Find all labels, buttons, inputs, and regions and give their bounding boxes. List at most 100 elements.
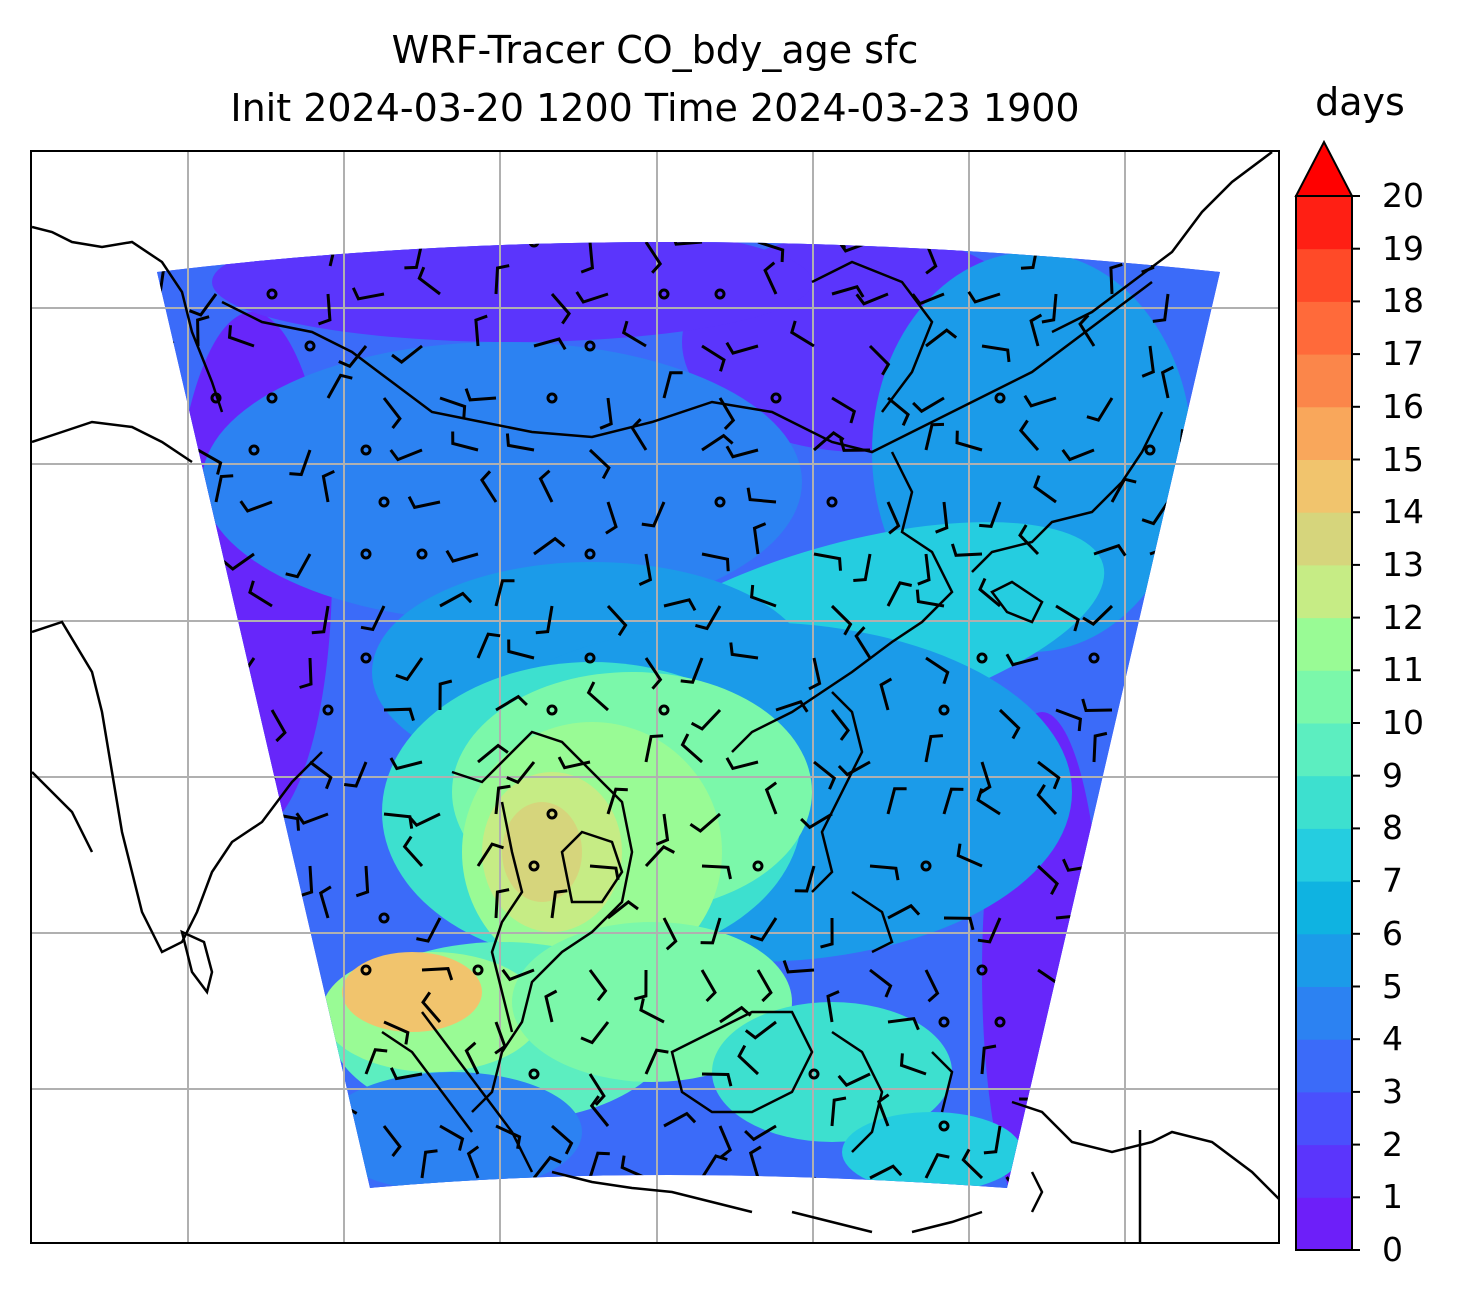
wind-barb bbox=[718, 397, 736, 430]
wind-barb bbox=[695, 605, 722, 631]
wind-barb bbox=[344, 761, 368, 788]
wind-barb bbox=[416, 917, 442, 943]
wind-barb bbox=[744, 1124, 777, 1142]
wind-barb bbox=[1069, 969, 1096, 995]
wind-barb bbox=[389, 757, 423, 771]
wind-barb bbox=[466, 1145, 480, 1179]
wind-barb bbox=[606, 604, 628, 637]
wind-barb bbox=[589, 864, 620, 881]
wind-barb bbox=[389, 448, 423, 462]
wind-barb bbox=[775, 700, 809, 713]
wind-barb bbox=[1224, 710, 1246, 735]
wind-barb bbox=[680, 733, 703, 764]
wind-barb bbox=[1166, 1125, 1181, 1159]
wind-barb bbox=[1224, 486, 1254, 502]
calm-wind-marker bbox=[378, 912, 390, 924]
wind-barb bbox=[950, 543, 983, 557]
wind-barb bbox=[494, 888, 510, 919]
wind-barb bbox=[757, 242, 785, 263]
wind-barb bbox=[1191, 603, 1220, 616]
wind-barb bbox=[887, 903, 921, 920]
calm-wind-marker bbox=[808, 1068, 820, 1080]
wind-barb bbox=[382, 397, 402, 430]
calm-wind-marker bbox=[714, 288, 726, 300]
wind-barb bbox=[215, 908, 249, 921]
calm-wind-marker bbox=[752, 860, 764, 872]
wind-barb bbox=[118, 220, 142, 242]
colorbar-extend-triangle bbox=[1294, 140, 1354, 197]
wind-barb bbox=[1081, 698, 1113, 713]
colorbar-bin bbox=[1296, 354, 1352, 408]
wind-barb bbox=[535, 605, 554, 635]
wind-barb bbox=[215, 1115, 249, 1128]
colorbar-bin bbox=[1296, 512, 1352, 566]
wind-barb bbox=[1018, 524, 1040, 556]
wind-barb bbox=[794, 865, 816, 893]
wind-barb bbox=[680, 657, 704, 684]
wind-barb bbox=[752, 522, 767, 555]
wind-barb bbox=[935, 501, 949, 534]
colorbar-bin bbox=[1296, 196, 1352, 250]
calm-wind-marker bbox=[546, 808, 558, 820]
wind-barb bbox=[420, 1149, 438, 1179]
wind-barb bbox=[887, 396, 910, 427]
calm-wind-marker bbox=[157, 1120, 166, 1132]
wind-barb bbox=[364, 1048, 388, 1075]
wind-barb bbox=[338, 345, 368, 369]
colorbar-bin bbox=[1296, 248, 1352, 302]
wind-barb bbox=[701, 433, 734, 452]
wind-barb bbox=[111, 658, 142, 668]
wind-barb bbox=[550, 889, 568, 919]
calm-wind-marker bbox=[210, 392, 222, 404]
calm-wind-marker bbox=[192, 860, 204, 872]
wind-barb bbox=[476, 842, 504, 867]
wind-barb bbox=[1036, 784, 1058, 816]
calm-wind-marker bbox=[472, 964, 484, 976]
wind-barb bbox=[355, 865, 370, 898]
calm-wind-marker bbox=[192, 1068, 204, 1080]
wind-barb bbox=[233, 836, 256, 868]
wind-barb bbox=[978, 577, 1001, 608]
wind-barb bbox=[744, 1020, 777, 1040]
calm-wind-marker bbox=[528, 1068, 540, 1080]
wind-barb bbox=[605, 501, 618, 535]
wind-barb bbox=[407, 812, 441, 828]
wind-barb bbox=[1055, 708, 1083, 732]
wind-barb bbox=[321, 469, 335, 503]
wind-barb bbox=[309, 760, 333, 790]
wind-barb bbox=[924, 422, 945, 451]
wind-barb bbox=[1036, 864, 1059, 896]
wind-barb bbox=[879, 677, 893, 711]
wind-barb bbox=[725, 341, 759, 355]
wind-barb bbox=[831, 396, 857, 424]
wind-barb bbox=[746, 487, 777, 504]
wind-barb bbox=[1139, 693, 1169, 712]
calm-wind-marker bbox=[1162, 1016, 1174, 1028]
colorbar-bin bbox=[1296, 1039, 1352, 1093]
wind-barb bbox=[270, 709, 287, 743]
wind-barb bbox=[853, 553, 872, 582]
wind-barb bbox=[633, 969, 648, 1001]
calm-wind-marker bbox=[528, 242, 540, 248]
wind-barb bbox=[383, 1020, 410, 1045]
colorbar-tick-label: 3 bbox=[1382, 1071, 1403, 1111]
wind-barb bbox=[980, 1044, 997, 1075]
wind-barb bbox=[532, 1155, 562, 1179]
colorbar-tick-label: 14 bbox=[1382, 492, 1424, 532]
wind-barb bbox=[222, 552, 255, 571]
wind-barb bbox=[1086, 397, 1114, 422]
wind-barb bbox=[1201, 1146, 1216, 1179]
calm-wind-marker bbox=[1106, 808, 1118, 820]
wind-barb bbox=[417, 266, 441, 296]
wind-barb bbox=[630, 418, 648, 451]
calm-wind-marker bbox=[826, 496, 838, 508]
wind-barb bbox=[586, 681, 609, 712]
calm-wind-marker bbox=[248, 444, 260, 456]
calm-wind-marker bbox=[658, 704, 670, 716]
wind-barb bbox=[662, 371, 683, 399]
wind-barb bbox=[639, 998, 665, 1024]
wind-barb bbox=[979, 501, 1002, 528]
wind-barb bbox=[998, 708, 1021, 740]
wind-barb bbox=[1179, 429, 1207, 452]
colorbar-tick-label: 11 bbox=[1382, 650, 1424, 690]
